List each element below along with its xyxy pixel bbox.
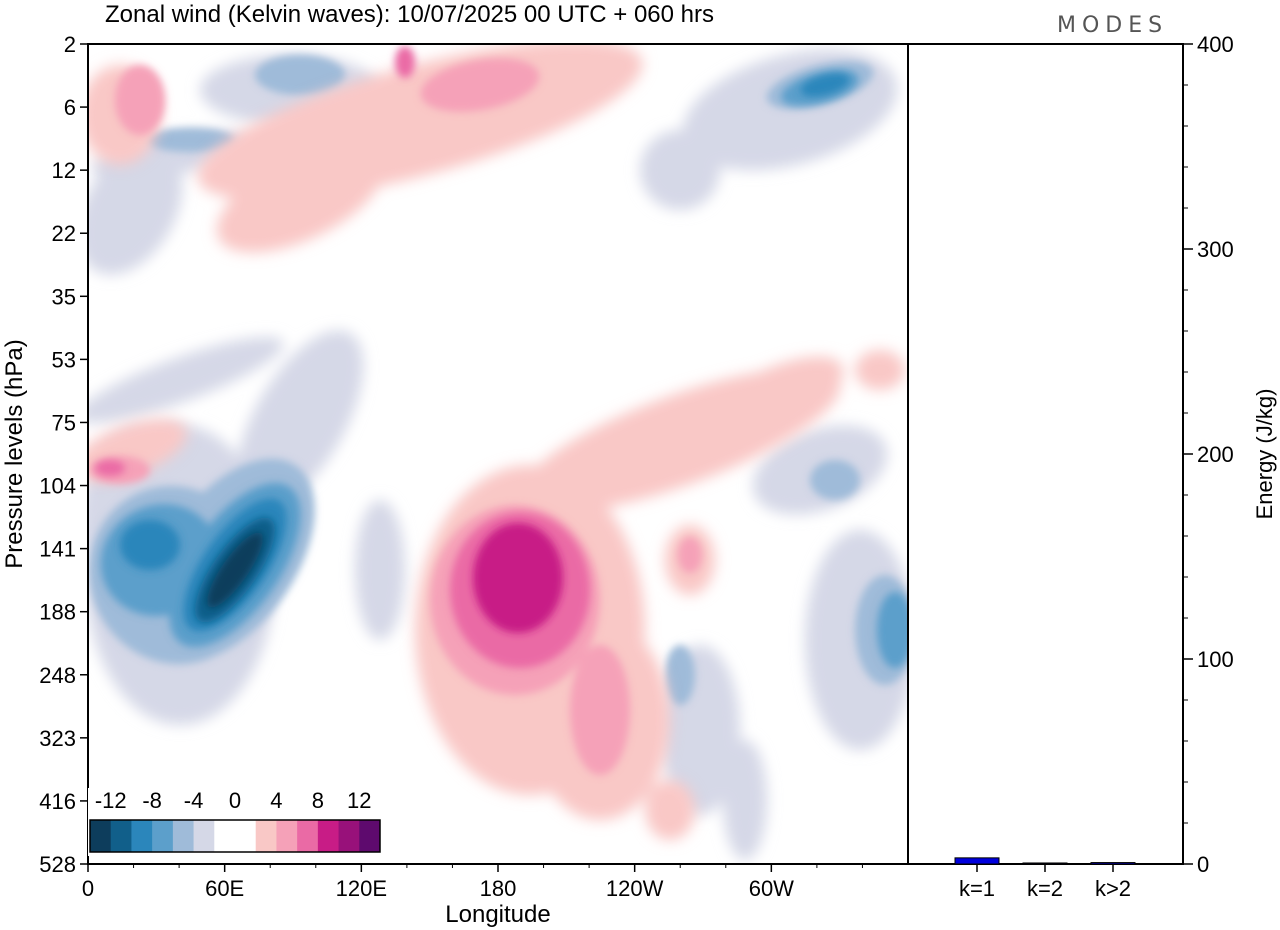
colorbar-swatch xyxy=(276,820,298,852)
energy-tick-label: 0 xyxy=(1197,852,1209,877)
chart-title: Zonal wind (Kelvin waves): 10/07/2025 00… xyxy=(105,1,714,28)
pressure-axis: 2 6 12 22 35 53 75 104 141 188 248 323 416 528 xyxy=(39,32,88,877)
colorbar-swatch xyxy=(297,820,319,852)
colorbar-tick-label: 12 xyxy=(347,788,371,813)
colorbar-swatch xyxy=(193,820,215,852)
peak-westerly-core xyxy=(473,523,563,633)
y-axis-label: Pressure levels (hPa) xyxy=(1,339,28,568)
colorbar-swatch xyxy=(152,820,174,852)
colorbar-swatch xyxy=(172,820,195,852)
pressure-tick-label: 22 xyxy=(52,221,76,246)
pressure-tick-label: 248 xyxy=(39,663,76,688)
colorbar-tick-label: 8 xyxy=(312,788,324,813)
x-axis-label: Longitude xyxy=(445,901,550,928)
energy-bar-2 xyxy=(1022,862,1068,865)
pressure-tick-label: 528 xyxy=(39,852,76,877)
energy-bar-labels: k=1 k=2 k>2 xyxy=(959,864,1131,901)
colorbar-swatch xyxy=(255,820,277,852)
colorbar-swatch xyxy=(90,820,112,852)
pressure-tick-label: 323 xyxy=(39,726,76,751)
pressure-tick-label: 141 xyxy=(39,537,76,562)
pressure-tick-label: 35 xyxy=(52,284,76,309)
pressure-tick-label: 104 xyxy=(39,474,76,499)
pressure-tick-label: 53 xyxy=(52,347,76,372)
pressure-tick-label: 416 xyxy=(39,789,76,814)
energy-category-label: k=1 xyxy=(959,876,995,901)
longitude-tick-label: 60W xyxy=(749,876,794,901)
colorbar-swatch xyxy=(359,820,381,852)
colorbar-tick-label: -4 xyxy=(184,788,204,813)
longitude-tick-label: 120E xyxy=(336,876,387,901)
colorbar-swatch xyxy=(131,820,153,852)
energy-bar-3 xyxy=(1090,862,1136,865)
pressure-tick-label: 2 xyxy=(64,32,76,57)
colorbar-border xyxy=(89,819,381,853)
colorbar-swatch xyxy=(110,820,132,852)
colorbar-swatch xyxy=(338,820,360,852)
energy-axis-label: Energy (J/kg) xyxy=(1252,389,1277,520)
energy-category-label: k=2 xyxy=(1027,876,1063,901)
energy-tick-label: 200 xyxy=(1197,442,1234,467)
heatmap-field xyxy=(88,44,908,860)
energy-bar-1 xyxy=(954,857,1000,865)
pressure-tick-label: 75 xyxy=(52,410,76,435)
energy-tick-label: 100 xyxy=(1197,647,1234,672)
longitude-tick-label: 60E xyxy=(205,876,244,901)
pressure-tick-label: 6 xyxy=(64,95,76,120)
colorbar-tick-label: 0 xyxy=(229,788,241,813)
energy-bars xyxy=(954,857,1136,865)
energy-category-label: k>2 xyxy=(1095,876,1131,901)
modes-logo: MODES xyxy=(1057,13,1168,38)
energy-panel-frame xyxy=(907,43,1184,865)
colorbar-swatch xyxy=(214,820,236,852)
colorbar-tick-label: -8 xyxy=(142,788,162,813)
pressure-tick-label: 188 xyxy=(39,600,76,625)
energy-tick-label: 400 xyxy=(1197,32,1234,57)
longitude-tick-label: 0 xyxy=(82,876,94,901)
peak-easterly-center xyxy=(207,532,263,608)
energy-tick-label: 300 xyxy=(1197,237,1234,262)
colorbar-tick-label: -12 xyxy=(95,788,127,813)
colorbar-legend: -12 -8 -4 0 4 8 12 xyxy=(88,788,382,856)
colorbar-swatch xyxy=(235,820,257,852)
longitude-tick-label: 120W xyxy=(606,876,664,901)
energy-axis: 0 100 200 300 400 xyxy=(1183,32,1234,877)
longitude-tick-label: 180 xyxy=(480,876,517,901)
colorbar-tick-label: 4 xyxy=(270,788,282,813)
colorbar-swatch xyxy=(317,820,340,852)
pressure-tick-label: 12 xyxy=(52,158,76,183)
longitude-axis: 0 60E 120E 180 120W 60W xyxy=(82,864,863,901)
